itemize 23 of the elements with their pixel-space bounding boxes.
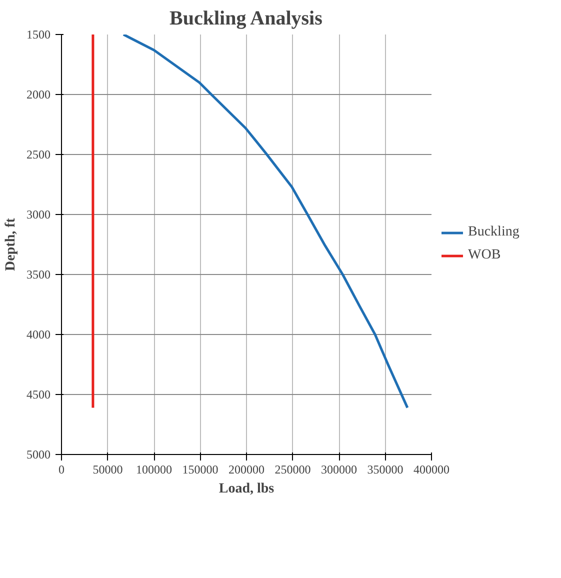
y-tick-label: 3000 [26,208,50,222]
legend-label: Buckling [468,224,520,240]
x-tick-label: 100000 [136,462,172,476]
y-tick-label: 3500 [26,268,50,282]
x-tick-label: 250000 [274,462,311,476]
x-tick-label: 50000 [92,462,123,476]
y-axis-title: Depth, ft [4,218,18,271]
line-series [122,34,409,409]
y-tick-label: 5000 [26,448,50,462]
y-tick-label: 2500 [26,148,50,162]
x-tick-label: 0 [58,462,64,476]
y-tick-label: 1500 [26,28,50,42]
x-tick-label: 150000 [182,462,218,476]
y-tick-label: 4000 [26,328,50,342]
x-axis-title: Load, lbs [218,482,275,496]
x-tick-label: 200000 [228,462,264,476]
x-tick-label: 300000 [321,462,357,476]
x-tick-label: 400000 [414,462,450,476]
x-tick-label: 350000 [367,462,404,476]
chart-title: Buckling Analysis [170,8,323,30]
y-tick-label: 2000 [26,88,50,102]
legend-label: WOB [468,248,501,264]
y-tick-label: 4500 [26,388,50,402]
